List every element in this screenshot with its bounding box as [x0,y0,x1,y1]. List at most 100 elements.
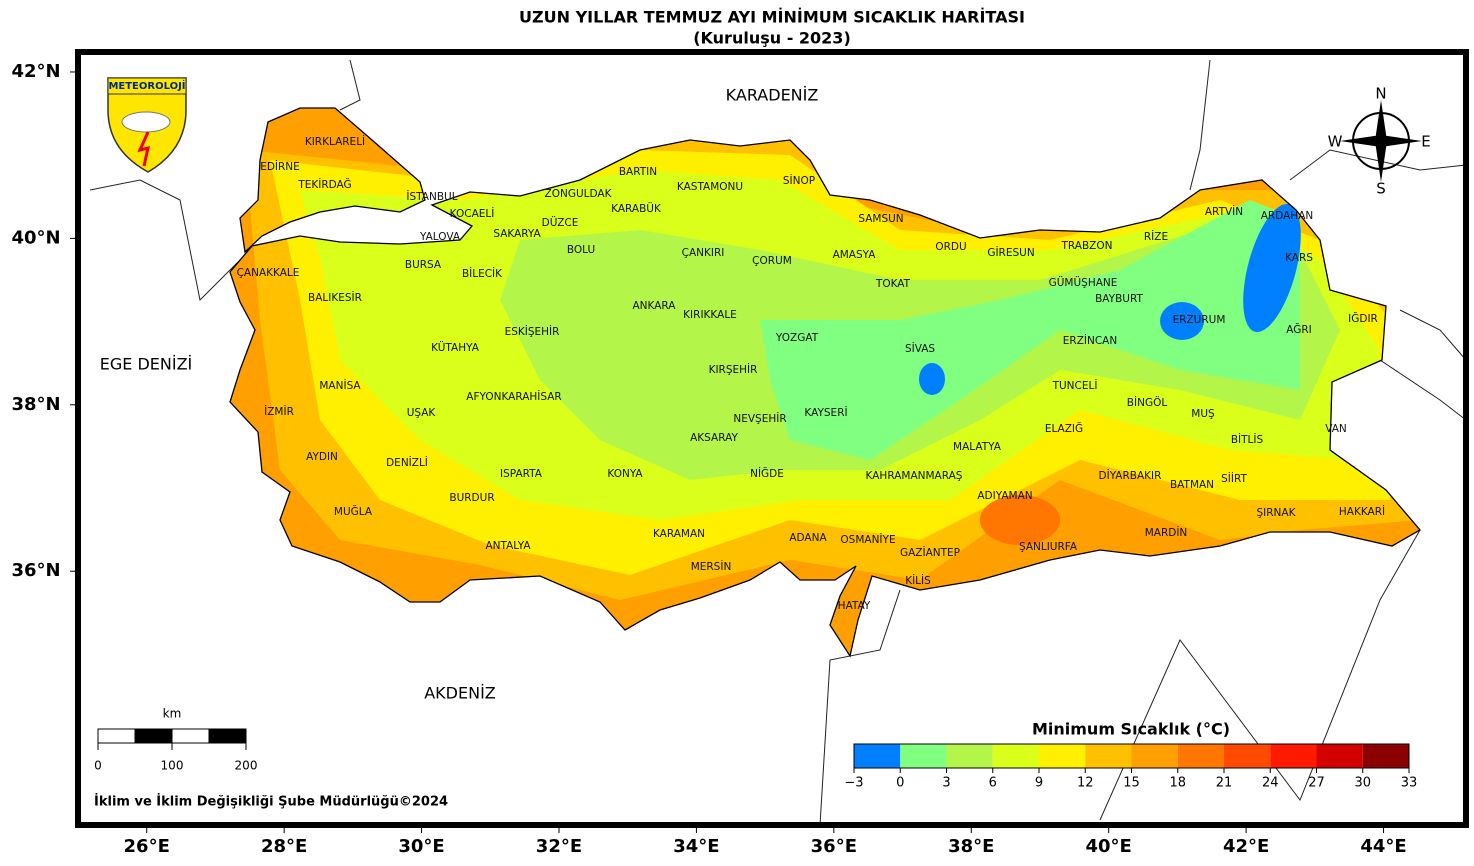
colorbar-tick-label: 18 [1169,776,1186,791]
colorbar-bin [1131,744,1178,768]
province-label: NEVŞEHİR [733,412,786,425]
province-label: BARTIN [619,166,657,178]
province-label: ERZİNCAN [1063,334,1117,347]
province-label: TUNCELİ [1052,379,1098,392]
province-label: ORDU [935,241,966,253]
province-label: MALATYA [953,441,1002,453]
colorbar-bin [1177,744,1224,768]
province-label: GİRESUN [987,246,1034,259]
province-label: BAYBURT [1095,293,1143,305]
y-tick-label: 42°N [11,61,60,82]
field-cold [1243,203,1301,333]
colorbar-bin [1362,744,1409,768]
colorbar-tick-label: 9 [1035,776,1043,791]
province-label: İSTANBUL [406,190,457,203]
colorbar-tick-label: −3 [844,776,863,791]
province-label: ZONGULDAK [545,188,613,200]
scale-segment [97,728,136,744]
province-label: GÜMÜŞHANE [1049,276,1118,289]
colorbar-bin [1039,744,1086,768]
colorbar-bin [992,744,1039,768]
x-tick-label: 40°E [1086,836,1132,857]
province-label: ERZURUM [1173,314,1226,326]
colorbar-title: Minimum Sıcaklık (°C) [1032,720,1230,739]
colorbar-tick-label: 0 [896,776,904,791]
colorbar-bin [1316,744,1363,768]
province-label: AFYONKARAHİSAR [466,390,561,403]
field-cool [760,200,1300,460]
country-outline [229,107,1422,658]
x-tick-label: 44°E [1360,836,1406,857]
colorbar-tick-label: 21 [1216,776,1233,791]
province-label: MERSİN [691,560,732,573]
province-label: ELAZIĞ [1045,422,1083,435]
province-label: VAN [1325,423,1347,435]
compass-w: W [1328,133,1343,151]
province-label: ADIYAMAN [977,490,1032,502]
province-label: SİVAS [905,342,935,355]
province-label: OSMANİYE [840,533,895,546]
colorbar-tick-label: 24 [1262,776,1279,791]
scale-segment [171,728,210,744]
province-label: IĞDIR [1348,312,1378,325]
province-label: GAZİANTEP [900,546,960,559]
province-label: SİNOP [783,174,815,187]
province-label: RİZE [1144,230,1168,243]
province-label: İZMİR [264,405,294,418]
province-label: MUŞ [1191,408,1215,420]
colorbar-tick-label: 6 [989,776,997,791]
logo-lightning [137,131,150,167]
title: UZUN YILLAR TEMMUZ AYI MİNİMUM SICAKLIK … [519,8,1025,27]
province-label: HATAY [838,600,871,612]
province-label: AMASYA [833,249,877,261]
logo-band [107,77,187,95]
field-hot [980,495,1060,545]
colorbar-tick-label: 33 [1401,776,1418,791]
compass-star [1340,100,1422,182]
colorbar-bin [1085,744,1132,768]
province-label: KAYSERİ [804,406,847,419]
province-label: BURDUR [449,492,494,504]
province-label: BİNGÖL [1127,396,1168,409]
generated: 26°E 28°E 30°E 32°E 34°E 36°E 38°E 40°E 42°E 44°E… [11,61,1417,857]
province-label: AĞRI [1286,323,1312,336]
x-tick-label: 26°E [124,836,170,857]
province-label: SAMSUN [858,213,903,225]
province-label: KONYA [607,468,643,480]
colorbar-bin [854,744,901,768]
province-label: KAHRAMANMARAŞ [866,470,963,482]
province-label: ÇANAKKALE [237,267,300,279]
neighbour-borders [89,59,1467,826]
y-tick-label: 40°N [11,227,60,248]
scale-label: 200 [235,759,258,773]
province-label: BATMAN [1170,479,1214,491]
province-label: BURSA [405,259,442,271]
province-label: UŞAK [407,407,437,419]
province-label: DENİZLİ [386,456,428,469]
province-label: BİLECİK [462,267,503,280]
province-label: KARABÜK [611,202,662,215]
province-label: EDİRNE [260,160,300,173]
province-label: KIRIKKALE [683,309,737,321]
province-label: MANİSA [319,379,361,392]
province-label: BALIKESİR [308,291,362,304]
x-tick-label: 28°E [261,836,307,857]
province-label: NİĞDE [750,467,784,480]
province-label: ÇANKIRI [682,247,725,259]
field-cold [919,363,945,395]
province-label: KOCAELİ [450,207,495,220]
map-frame [75,49,1469,828]
logo-cloud [121,111,171,133]
province-label: ESKİŞEHİR [505,325,560,338]
province-label: MARDİN [1145,526,1188,539]
province-label: TEKİRDAĞ [297,178,351,191]
province-label: BİTLİS [1231,433,1264,446]
footer: İklim ve İklim Değişikliği Şube Müdürlüğ… [94,794,448,810]
province-label: SİİRT [1221,472,1247,485]
x-tick-label: 38°E [948,836,994,857]
compass: N E S W [1328,85,1431,198]
sea-label: AKDENİZ [424,684,496,703]
province-label: KÜTAHYA [431,341,480,354]
province-label: KIRŞEHİR [709,363,758,376]
